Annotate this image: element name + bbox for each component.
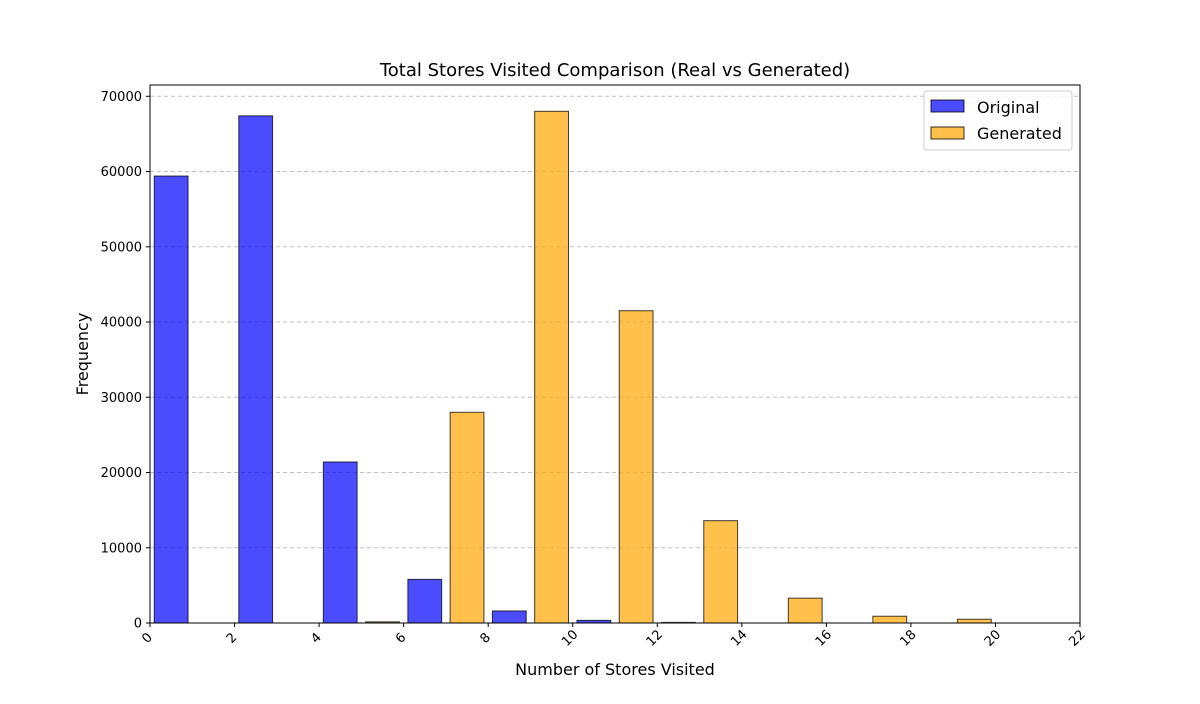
bar-original-8-10 xyxy=(491,610,527,624)
x-tick-label: 22 xyxy=(1066,627,1088,649)
x-axis-ticks: 0 2 4 6 8 10 12 14 16 18 20 22 xyxy=(139,623,1089,650)
x-tick-label: 12 xyxy=(644,627,666,649)
y-tick-label: 0 xyxy=(134,617,142,632)
y-tick-label: 50000 xyxy=(101,240,142,255)
legend-swatch-original xyxy=(930,99,965,113)
x-tick-label: 10 xyxy=(559,627,581,649)
x-tick-label: 8 xyxy=(477,630,493,646)
x-tick-label: 6 xyxy=(393,630,409,646)
x-tick-label: 4 xyxy=(308,630,324,646)
bar-generated-16-18 xyxy=(872,615,908,624)
bar-original-6-8 xyxy=(407,578,443,624)
legend-swatch-generated xyxy=(930,126,965,140)
plot-frame xyxy=(149,84,1081,624)
y-tick-label: 10000 xyxy=(101,541,142,556)
bar-generated-8-10 xyxy=(534,110,570,624)
bar-generated-18-20 xyxy=(956,618,992,624)
x-axis-label: Number of Stores Visited xyxy=(515,660,715,679)
bar-generated-12-14 xyxy=(703,520,739,624)
x-tick-label: 20 xyxy=(982,627,1004,649)
y-axis-label: Frequency xyxy=(73,313,92,396)
chart-title: Total Stores Visited Comparison (Real vs… xyxy=(379,60,850,81)
legend-label-original: Original xyxy=(977,98,1040,117)
gridlines xyxy=(150,95,1080,549)
bar-generated-14-16 xyxy=(787,597,823,624)
bar-original-4-6 xyxy=(322,461,358,624)
y-tick-label: 40000 xyxy=(101,316,142,331)
x-tick-label: 18 xyxy=(897,627,919,649)
bar-generated-10-12 xyxy=(618,310,654,624)
y-axis-ticks: 0 10000 20000 30000 40000 50000 60000 70000 xyxy=(101,90,150,632)
x-tick-label: 16 xyxy=(813,627,835,649)
legend-label-generated: Generated xyxy=(977,124,1062,143)
x-tick-label: 2 xyxy=(224,630,240,646)
bar-original-0-2 xyxy=(153,175,189,624)
y-tick-label: 30000 xyxy=(101,391,142,406)
legend: Original Generated xyxy=(923,90,1073,151)
bar-generated-6-8 xyxy=(449,411,485,624)
x-tick-label: 14 xyxy=(728,627,750,649)
bars xyxy=(153,110,992,624)
y-tick-label: 20000 xyxy=(101,466,142,481)
y-tick-label: 70000 xyxy=(101,90,142,105)
x-tick-label: 0 xyxy=(139,630,155,646)
bar-original-2-4 xyxy=(238,115,274,624)
y-tick-label: 60000 xyxy=(101,165,142,180)
